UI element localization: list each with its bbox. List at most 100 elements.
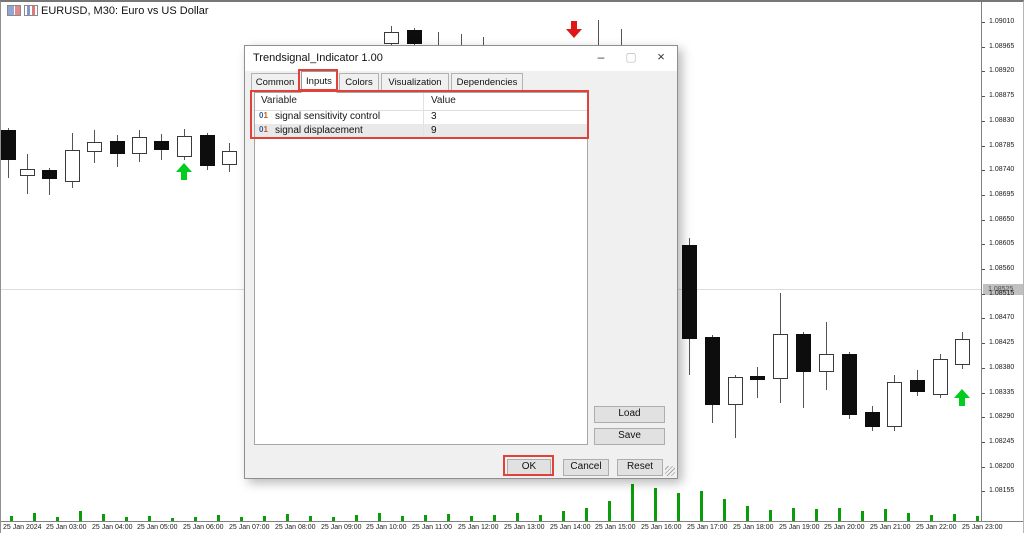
close-button[interactable]: × <box>657 49 665 64</box>
ok-button[interactable]: OK <box>507 459 551 476</box>
time-tick-label: 25 Jan 08:00 <box>275 524 316 531</box>
signal-down-arrow-icon <box>566 21 582 38</box>
price-tick-label: 1.08200 <box>989 463 1015 470</box>
candle-body <box>222 151 237 165</box>
price-tick-label: 1.08380 <box>989 364 1015 371</box>
volume-bar <box>217 515 220 521</box>
volume-bar <box>608 501 611 521</box>
variable-value[interactable]: 9 <box>431 125 437 136</box>
volume-bar <box>723 499 726 521</box>
minimize-button[interactable]: – <box>597 50 605 64</box>
volume-bar <box>585 508 588 521</box>
candle-body <box>842 354 857 415</box>
candle-wick <box>438 32 439 45</box>
tab-dependencies[interactable]: Dependencies <box>451 73 523 92</box>
time-axis[interactable]: 25 Jan 2024 25 Jan 03:00 25 Jan 04:00 25 Ja… <box>1 521 1023 533</box>
header-value: Value <box>431 95 456 106</box>
volume-bar <box>953 514 956 521</box>
volume-bar <box>309 516 312 521</box>
price-tick-mark <box>982 244 985 245</box>
candle-wick <box>483 37 484 45</box>
price-tick-mark <box>982 318 985 319</box>
candle-body <box>705 337 720 405</box>
price-tick-mark <box>982 22 985 23</box>
candle-body <box>887 382 902 427</box>
chart-area[interactable] <box>1 2 981 521</box>
time-tick-label: 25 Jan 20:00 <box>824 524 865 531</box>
candle-body <box>1 130 16 160</box>
cancel-button[interactable]: Cancel <box>563 459 609 476</box>
volume-bar <box>654 488 657 521</box>
price-tick-label: 1.08920 <box>989 67 1015 74</box>
column-divider <box>423 93 424 138</box>
dialog-titlebar[interactable]: Trendsignal_Indicator 1.00 – ▢ × <box>245 46 677 71</box>
price-tick-label: 1.08605 <box>989 240 1015 247</box>
time-tick-label: 25 Jan 10:00 <box>366 524 407 531</box>
volume-bar <box>378 513 381 521</box>
inputs-panel: Variable Value 01 signal sensitivity con… <box>254 92 588 445</box>
volume-bar <box>240 517 243 521</box>
tab-colors[interactable]: Colors <box>339 73 379 92</box>
price-tick-label: 1.08290 <box>989 413 1015 420</box>
tab-common[interactable]: Common <box>251 73 299 92</box>
current-price-badge: 1.08525 <box>983 284 1023 295</box>
price-tick-label: 1.08695 <box>989 191 1015 198</box>
header-variable: Variable <box>261 95 297 106</box>
time-tick-label: 25 Jan 12:00 <box>458 524 499 531</box>
price-tick-mark <box>982 220 985 221</box>
candle-body <box>796 334 811 372</box>
volume-bar <box>56 517 59 521</box>
save-button[interactable]: Save <box>594 428 665 445</box>
volume-bar <box>907 513 910 521</box>
resize-grip[interactable] <box>665 466 675 476</box>
reset-button[interactable]: Reset <box>617 459 663 476</box>
tab-inputs[interactable]: Inputs <box>301 71 337 93</box>
price-tick-mark <box>982 368 985 369</box>
candle-body <box>865 412 880 427</box>
price-tick-label: 1.08245 <box>989 438 1015 445</box>
volume-bar <box>976 516 979 521</box>
dialog-title: Trendsignal_Indicator 1.00 <box>253 52 383 64</box>
volume-bar <box>700 491 703 521</box>
time-tick-label: 25 Jan 17:00 <box>687 524 728 531</box>
volume-bar <box>171 518 174 521</box>
volume-bar <box>792 508 795 521</box>
volume-bar <box>746 506 749 521</box>
load-button[interactable]: Load <box>594 406 665 423</box>
input-row-displacement[interactable]: 01 signal displacement 9 <box>255 124 587 138</box>
volume-bar <box>815 509 818 521</box>
maximize-button: ▢ <box>625 50 637 64</box>
volume-bar <box>10 516 13 521</box>
price-tick-label: 1.08425 <box>989 339 1015 346</box>
input-row-sensitivity[interactable]: 01 signal sensitivity control 3 <box>255 110 587 124</box>
volume-bar <box>470 516 473 521</box>
chart-symbol-title: EURUSD, M30: Euro vs US Dollar <box>41 5 209 17</box>
price-tick-mark <box>982 170 985 171</box>
indicator-properties-dialog: Trendsignal_Indicator 1.00 – ▢ × Common … <box>244 45 678 479</box>
candle-body <box>200 135 215 166</box>
volume-bar <box>401 516 404 521</box>
time-tick-label: 25 Jan 11:00 <box>412 524 452 531</box>
price-tick-label: 1.08155 <box>989 487 1015 494</box>
volume-bar <box>884 509 887 521</box>
volume-bar <box>286 514 289 521</box>
price-tick-mark <box>982 269 985 270</box>
candle-body <box>955 339 970 365</box>
price-tick-mark <box>982 467 985 468</box>
candle-body <box>132 137 147 154</box>
price-tick-mark <box>982 343 985 344</box>
candle-wick <box>49 168 50 195</box>
volume-bar <box>194 517 197 521</box>
variable-value[interactable]: 3 <box>431 111 437 122</box>
price-tick-label: 1.08515 <box>989 290 1015 297</box>
volume-bar <box>148 516 151 521</box>
price-tick-mark <box>982 491 985 492</box>
candle-body <box>407 30 422 44</box>
price-axis[interactable]: 1.08525 1.09010 1.08965 1.08920 1.08875 1.08… <box>981 2 1023 521</box>
volume-bar <box>677 493 680 521</box>
candle-body <box>750 376 765 380</box>
chart-titlebar: EURUSD, M30: Euro vs US Dollar <box>1 2 981 20</box>
volume-bar <box>516 513 519 521</box>
volume-bar <box>861 511 864 521</box>
tab-visualization[interactable]: Visualization <box>381 73 449 92</box>
